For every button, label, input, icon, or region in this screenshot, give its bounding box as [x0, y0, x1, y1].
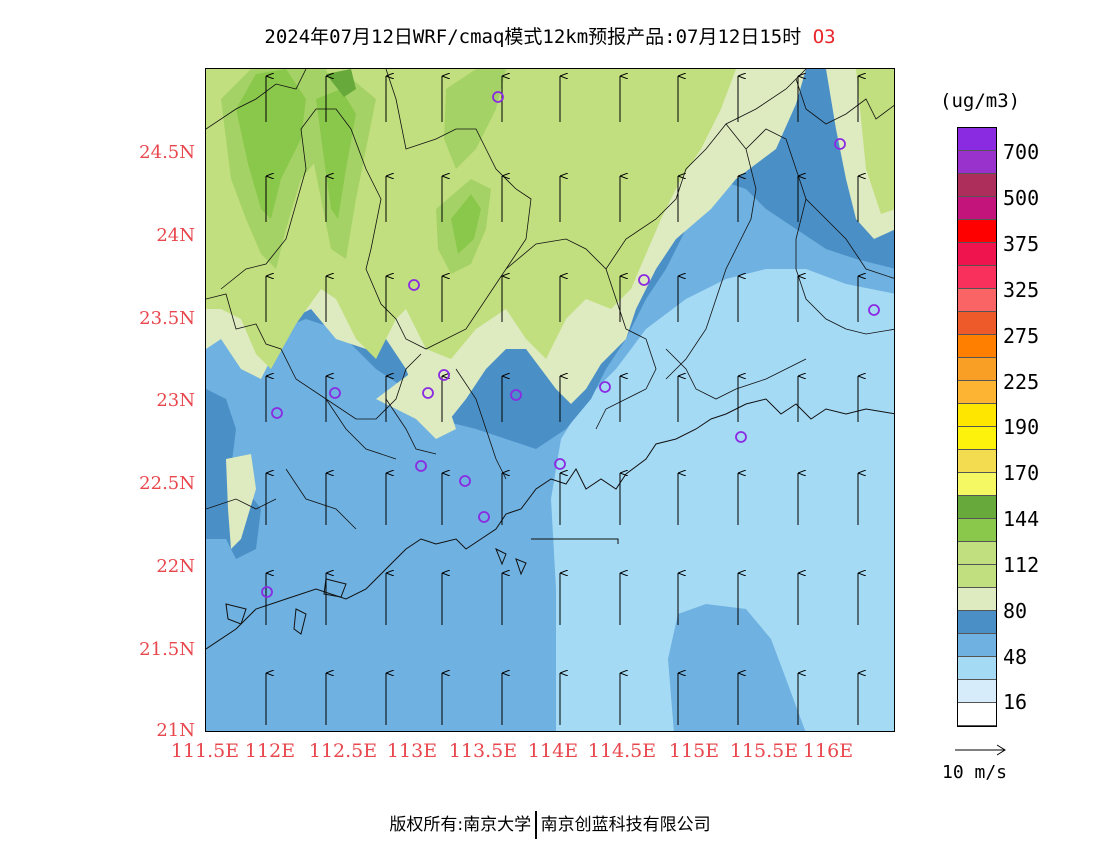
colorbar-swatch [958, 312, 996, 335]
colorbar-swatch [958, 657, 996, 680]
lon-label: 112E [244, 740, 296, 762]
colorbar-swatch [958, 588, 996, 611]
colorbar-label: 225 [1003, 370, 1040, 394]
lat-label: 24.5N [139, 142, 195, 163]
colorbar-label: 48 [1003, 645, 1028, 669]
lon-label: 111.5E [170, 740, 240, 762]
lon-label: 112.5E [308, 740, 378, 762]
colorbar-swatch [958, 473, 996, 496]
lat-label: 23.5N [139, 308, 195, 329]
lon-label: 116E [802, 740, 854, 762]
station-marker [735, 431, 747, 443]
wind-vectors [265, 76, 858, 725]
lat-label: 21.5N [139, 639, 195, 660]
zone-128-d [444, 69, 506, 169]
colorbar-label: 170 [1003, 461, 1040, 485]
station-marker [478, 511, 490, 523]
footer-separator [535, 811, 537, 839]
colorbar-swatch [958, 634, 996, 657]
station-marker [492, 91, 504, 103]
station-marker [868, 304, 880, 316]
colorbar-label: 112 [1003, 553, 1040, 577]
map-title: 2024年07月12日WRF/cmaq模式12km预报产品:07月12日15时 … [0, 22, 1100, 49]
admin-boundaries [206, 69, 894, 530]
lon-label: 114.5E [587, 740, 657, 762]
lat-label: 21N [156, 720, 195, 741]
colorbar-swatch [958, 427, 996, 450]
reference-vector-arrow [955, 744, 1006, 756]
colorbar-swatch [958, 358, 996, 381]
colorbar-label: 325 [1003, 278, 1040, 302]
lat-label: 24N [156, 225, 195, 246]
colorbar-swatch [958, 381, 996, 404]
colorbar-swatch [958, 197, 996, 220]
station-marker [834, 138, 846, 150]
colorbar-label: 190 [1003, 415, 1040, 439]
station-marker [422, 387, 434, 399]
reference-vector-label: 10 m/s [942, 762, 1008, 783]
zone-96-delta [376, 369, 456, 439]
colorbar-swatch [958, 519, 996, 542]
zone-64-south [668, 604, 806, 731]
lon-label: 115E [668, 740, 720, 762]
station-marker [408, 279, 420, 291]
station-marker [638, 274, 650, 286]
lon-label: 113.5E [448, 740, 518, 762]
colorbar-swatch [958, 174, 996, 197]
title-text: 2024年07月12日WRF/cmaq模式12km预报产品:07月12日15时 [264, 26, 802, 48]
colorbar-swatch [958, 151, 996, 174]
colorbar-swatch [958, 243, 996, 266]
footer-right: 南京创蓝科技有限公司 [540, 815, 711, 835]
colorbar [957, 127, 997, 727]
lat-label: 23N [156, 390, 195, 411]
colorbar-label: 80 [1003, 599, 1028, 623]
lon-label: 114E [527, 740, 579, 762]
zone-144-a [236, 69, 306, 219]
colorbar-swatch [958, 289, 996, 312]
station-marker [271, 407, 283, 419]
colorbar-swatch [958, 542, 996, 565]
colorbar-swatch [958, 703, 996, 726]
colorbar-swatch [958, 680, 996, 703]
station-marker [438, 369, 450, 381]
station-marker [554, 458, 566, 470]
zone-48 [551, 269, 894, 731]
station-marker [599, 381, 611, 393]
lon-label: 113E [386, 740, 438, 762]
monitoring-stations [261, 91, 880, 598]
colorbar-swatch [958, 404, 996, 427]
colorbar-label: 144 [1003, 507, 1040, 531]
colorbar-swatch [958, 565, 996, 588]
station-marker [329, 387, 341, 399]
lat-label: 22N [156, 556, 195, 577]
coastline [206, 398, 894, 650]
colorbar-swatch [958, 335, 996, 358]
lon-label: 115.5E [729, 740, 799, 762]
colorbar-swatch [958, 128, 996, 151]
zone-144-c [451, 194, 481, 254]
station-marker [261, 586, 273, 598]
colorbar-swatch [958, 266, 996, 289]
station-marker [459, 475, 471, 487]
colorbar-label: 700 [1003, 140, 1040, 164]
colorbar-label: 275 [1003, 324, 1040, 348]
map-plot-area [205, 68, 895, 732]
colorbar-label: 500 [1003, 186, 1040, 210]
colorbar-swatch [958, 450, 996, 473]
variable-label: O3 [812, 26, 836, 48]
zone-112-east [856, 69, 894, 214]
lat-label: 22.5N [139, 473, 195, 494]
station-marker [510, 389, 522, 401]
colorbar-swatch [958, 220, 996, 243]
concentration-zones [206, 69, 894, 731]
colorbar-swatch [958, 611, 996, 634]
colorbar-label: 16 [1003, 690, 1028, 714]
colorbar-swatch [958, 496, 996, 519]
legend-unit: (ug/m3) [940, 90, 1021, 112]
footer-left: 版权所有:南京大学 [389, 815, 532, 835]
station-marker [415, 460, 427, 472]
concentration-map [206, 69, 894, 731]
copyright-footer: 版权所有:南京大学 南京创蓝科技有限公司 [0, 810, 1100, 839]
colorbar-label: 375 [1003, 232, 1040, 256]
